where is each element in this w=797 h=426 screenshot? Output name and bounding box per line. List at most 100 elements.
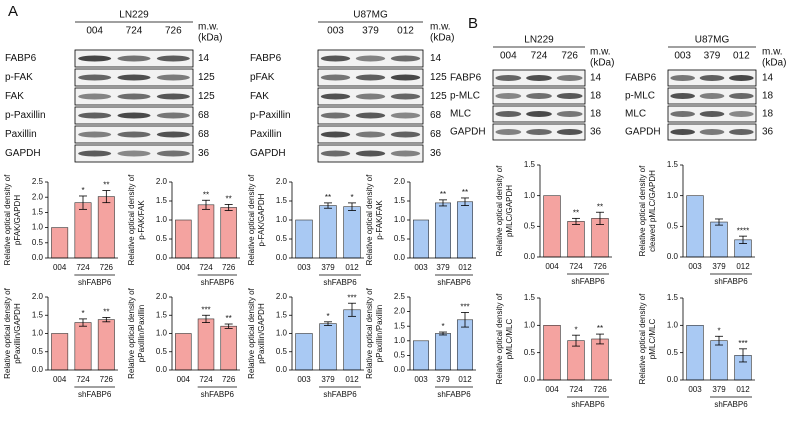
- significance: *: [81, 186, 84, 195]
- blot-band: [526, 129, 552, 135]
- y-tick-label: 0.5: [32, 347, 44, 356]
- group-label: shFABP6: [714, 400, 748, 409]
- y-tick-label: 0.5: [276, 234, 288, 243]
- blot-band: [156, 112, 190, 119]
- x-tick-label: 379: [712, 262, 726, 271]
- blot-band: [729, 129, 754, 135]
- row-label: p-MLC: [450, 91, 480, 102]
- x-tick-label: 004: [545, 385, 559, 394]
- y-tick-label: 1.5: [156, 310, 168, 319]
- lane-label: 379: [362, 26, 379, 37]
- x-tick-label: 003: [297, 375, 311, 384]
- y-tick-label: 0.0: [667, 375, 679, 384]
- bar: [319, 205, 337, 259]
- y-tick-label: 1.5: [524, 160, 536, 169]
- x-tick-label: 003: [414, 263, 428, 272]
- significance: *: [717, 326, 720, 335]
- blot-band: [670, 93, 695, 99]
- y-axis-label: Relative optical density of: [247, 174, 256, 265]
- lane-label: 004: [86, 26, 103, 37]
- row-mw: 68: [198, 110, 210, 121]
- y-tick-label: 1.0: [667, 191, 679, 200]
- y-axis-label: pMLC/MLC: [505, 319, 514, 360]
- mw-header: (kDa): [762, 58, 786, 69]
- y-tick-label: 2.5: [32, 177, 44, 186]
- x-tick-label: 724: [199, 375, 213, 384]
- blot-band: [320, 74, 351, 81]
- bar: [51, 227, 69, 259]
- y-axis-label: Relative optical density of: [127, 174, 136, 265]
- row-mw: 14: [430, 53, 442, 64]
- y-axis-label: pMLC/MLC: [648, 319, 657, 360]
- significance: **: [226, 195, 232, 204]
- blot-band: [390, 74, 421, 81]
- blot-band: [117, 131, 151, 138]
- row-mw: 18: [762, 109, 774, 120]
- y-tick-label: 1.5: [524, 293, 536, 302]
- y-tick-label: 0.5: [32, 238, 44, 247]
- row-label: GAPDH: [450, 127, 486, 138]
- lane-label: 012: [397, 26, 414, 37]
- group-label: shFABP6: [571, 277, 605, 286]
- y-tick-label: 0.0: [667, 252, 679, 261]
- bar: [686, 195, 704, 258]
- x-tick-label: 012: [345, 375, 359, 384]
- group-label: shFABP6: [201, 390, 235, 399]
- x-tick-label: 379: [321, 375, 335, 384]
- blot-band: [390, 55, 421, 62]
- y-axis-label: Relative optical density of: [365, 174, 374, 265]
- y-tick-label: 0.0: [32, 253, 44, 262]
- y-axis-label: Relative optical density of: [3, 174, 12, 265]
- significance: **: [103, 308, 109, 317]
- significance: ****: [737, 226, 749, 235]
- x-tick-label: 379: [436, 375, 450, 384]
- group-label: shFABP6: [323, 390, 357, 399]
- y-tick-label: 0.0: [394, 253, 406, 262]
- lane-label: 726: [165, 26, 182, 37]
- significance: **: [462, 188, 468, 197]
- x-tick-label: 003: [688, 262, 702, 271]
- significance: *: [326, 312, 329, 321]
- mw-header: m.w.: [198, 22, 219, 33]
- x-tick-label: 726: [100, 263, 114, 272]
- row-label: pFAK: [250, 72, 275, 83]
- blot-band: [729, 93, 754, 99]
- y-tick-label: 1.5: [156, 196, 168, 205]
- blot-band: [495, 75, 522, 81]
- group-label: shFABP6: [437, 390, 471, 399]
- row-mw: 18: [590, 91, 602, 102]
- bar: [543, 325, 561, 381]
- row-label: FABP6: [625, 73, 657, 84]
- row-mw: 68: [198, 129, 210, 140]
- row-mw: 36: [762, 127, 774, 138]
- y-tick-label: 1.5: [394, 321, 406, 330]
- blot-band: [320, 93, 351, 100]
- y-tick-label: 0.0: [32, 365, 44, 374]
- blot-band: [355, 131, 386, 138]
- x-tick-label: 724: [76, 263, 90, 272]
- blot-band: [117, 150, 151, 157]
- row-label: Paxillin: [250, 129, 282, 140]
- y-axis-label: pPaxillin/Paxillin: [137, 305, 146, 362]
- row-label: MLC: [625, 109, 646, 120]
- x-tick-label: 004: [545, 262, 559, 271]
- bar: [567, 221, 585, 258]
- bar: [197, 204, 215, 259]
- x-tick-label: 004: [53, 263, 67, 272]
- blot-band: [556, 111, 583, 117]
- y-tick-label: 0.5: [667, 221, 679, 230]
- blot-band: [495, 93, 522, 99]
- row-mw: 36: [590, 127, 602, 138]
- group-label: shFABP6: [323, 278, 357, 287]
- blot-band: [670, 75, 695, 81]
- group-label: shFABP6: [78, 390, 112, 399]
- y-tick-label: 1.0: [524, 191, 536, 200]
- blot-band: [355, 93, 386, 100]
- x-tick-label: 726: [222, 263, 236, 272]
- x-tick-label: 012: [736, 262, 750, 271]
- x-tick-label: 003: [688, 385, 702, 394]
- blot-band: [699, 129, 725, 135]
- y-tick-label: 2.0: [32, 292, 44, 301]
